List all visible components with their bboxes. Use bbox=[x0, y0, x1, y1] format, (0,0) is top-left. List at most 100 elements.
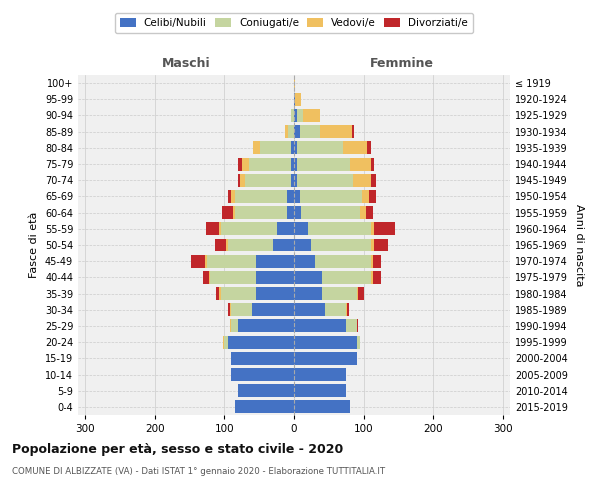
Bar bbox=[231, 320, 238, 332]
Bar bbox=[294, 190, 299, 203]
Bar bbox=[285, 125, 289, 138]
Bar bbox=[291, 142, 294, 154]
Bar bbox=[215, 238, 226, 252]
Bar bbox=[346, 320, 357, 332]
Bar bbox=[294, 174, 298, 186]
Bar bbox=[294, 400, 350, 413]
Bar bbox=[290, 158, 294, 170]
Bar bbox=[371, 222, 374, 235]
Bar bbox=[230, 320, 231, 332]
Bar bbox=[301, 206, 360, 219]
Bar bbox=[357, 336, 360, 348]
Bar bbox=[294, 368, 346, 381]
Bar bbox=[308, 222, 371, 235]
Bar bbox=[230, 304, 231, 316]
Bar bbox=[235, 206, 287, 219]
Bar bbox=[206, 222, 219, 235]
Bar bbox=[357, 320, 358, 332]
Bar bbox=[203, 271, 209, 284]
Bar bbox=[360, 206, 366, 219]
Bar bbox=[256, 287, 294, 300]
Bar bbox=[373, 271, 381, 284]
Bar bbox=[273, 238, 294, 252]
Bar bbox=[294, 254, 315, 268]
Bar bbox=[350, 158, 371, 170]
Bar bbox=[220, 287, 221, 300]
Bar bbox=[347, 304, 349, 316]
Bar bbox=[299, 125, 320, 138]
Bar bbox=[294, 320, 346, 332]
Bar bbox=[277, 222, 294, 235]
Bar bbox=[322, 271, 371, 284]
Bar bbox=[228, 190, 231, 203]
Bar bbox=[294, 304, 325, 316]
Bar bbox=[295, 93, 301, 106]
Bar bbox=[224, 336, 228, 348]
Bar bbox=[256, 254, 294, 268]
Bar bbox=[231, 352, 294, 365]
Bar bbox=[252, 304, 294, 316]
Bar bbox=[294, 76, 295, 90]
Bar bbox=[294, 336, 357, 348]
Bar bbox=[223, 336, 224, 348]
Bar bbox=[191, 254, 205, 268]
Bar bbox=[245, 174, 290, 186]
Bar bbox=[231, 304, 252, 316]
Bar bbox=[371, 271, 373, 284]
Bar bbox=[221, 222, 277, 235]
Bar bbox=[294, 206, 301, 219]
Bar bbox=[374, 238, 388, 252]
Bar bbox=[235, 400, 294, 413]
Bar bbox=[294, 109, 298, 122]
Bar bbox=[294, 222, 308, 235]
Bar bbox=[320, 125, 352, 138]
Bar bbox=[242, 158, 249, 170]
Bar bbox=[369, 190, 376, 203]
Bar bbox=[322, 287, 357, 300]
Bar bbox=[235, 190, 287, 203]
Bar bbox=[371, 254, 373, 268]
Bar bbox=[367, 142, 371, 154]
Bar bbox=[299, 190, 362, 203]
Bar bbox=[216, 287, 220, 300]
Bar bbox=[294, 352, 357, 365]
Bar bbox=[249, 158, 290, 170]
Bar bbox=[294, 271, 322, 284]
Bar bbox=[219, 222, 221, 235]
Y-axis label: Anni di nascita: Anni di nascita bbox=[574, 204, 584, 286]
Text: Maschi: Maschi bbox=[161, 57, 211, 70]
Bar bbox=[294, 125, 299, 138]
Bar bbox=[207, 254, 256, 268]
Bar bbox=[290, 109, 294, 122]
Bar bbox=[325, 304, 346, 316]
Bar bbox=[221, 287, 256, 300]
Bar bbox=[233, 206, 235, 219]
Bar bbox=[362, 190, 369, 203]
Bar bbox=[238, 384, 294, 397]
Bar bbox=[228, 336, 294, 348]
Bar bbox=[294, 158, 298, 170]
Bar bbox=[253, 142, 260, 154]
Bar bbox=[358, 287, 364, 300]
Bar bbox=[211, 271, 256, 284]
Text: Popolazione per età, sesso e stato civile - 2020: Popolazione per età, sesso e stato civil… bbox=[12, 442, 343, 456]
Bar bbox=[228, 238, 273, 252]
Legend: Celibi/Nubili, Coniugati/e, Vedovi/e, Divorziati/e: Celibi/Nubili, Coniugati/e, Vedovi/e, Di… bbox=[115, 12, 473, 34]
Bar bbox=[294, 93, 295, 106]
Bar bbox=[298, 158, 350, 170]
Bar bbox=[238, 320, 294, 332]
Bar bbox=[238, 174, 239, 186]
Bar bbox=[298, 142, 343, 154]
Bar bbox=[303, 109, 320, 122]
Bar bbox=[366, 206, 373, 219]
Bar bbox=[256, 271, 294, 284]
Bar bbox=[373, 254, 381, 268]
Bar bbox=[353, 174, 371, 186]
Bar bbox=[231, 368, 294, 381]
Bar bbox=[289, 125, 294, 138]
Bar bbox=[294, 287, 322, 300]
Bar bbox=[346, 304, 347, 316]
Bar bbox=[294, 238, 311, 252]
Text: COMUNE DI ALBIZZATE (VA) - Dati ISTAT 1° gennaio 2020 - Elaborazione TUTTITALIA.: COMUNE DI ALBIZZATE (VA) - Dati ISTAT 1°… bbox=[12, 468, 385, 476]
Bar bbox=[371, 174, 376, 186]
